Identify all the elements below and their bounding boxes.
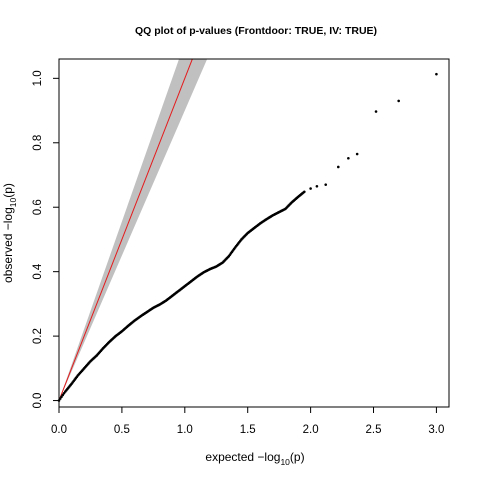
x-axis-label: expected −log10(p) <box>205 450 304 467</box>
y-axis: 0.0 0.2 0.4 0.6 0.8 1.0 <box>32 70 59 409</box>
x-tick-label: 3.0 <box>428 424 444 436</box>
plot-frame <box>58 58 450 408</box>
data-point <box>324 183 328 186</box>
data-point <box>315 184 319 188</box>
x-tick-label: 1.5 <box>240 424 256 436</box>
x-tick-label: 0.5 <box>114 424 130 436</box>
y-axis-label-suffix: (p) <box>1 183 15 198</box>
diagonal-reference-line <box>59 59 193 401</box>
y-tick-label: 0.4 <box>32 263 44 280</box>
data-point <box>374 110 378 113</box>
y-tick-label: 0.0 <box>32 393 44 409</box>
y-tick-label: 0.2 <box>32 328 44 344</box>
y-axis-label-prefix: observed −log <box>1 207 15 283</box>
data-point <box>347 156 350 160</box>
y-tick-label: 1.0 <box>32 70 44 86</box>
data-point <box>397 99 400 103</box>
y-axis-label: observed −log10(p) <box>1 183 18 283</box>
data-points-layer <box>57 72 438 402</box>
x-axis-label-suffix: (p) <box>290 450 305 464</box>
data-point <box>435 72 438 76</box>
x-axis-label-prefix: expected −log <box>205 450 280 464</box>
x-tick-label: 1.0 <box>177 424 193 436</box>
x-tick-label: 0.0 <box>51 424 67 436</box>
data-point <box>336 165 340 169</box>
y-tick-label: 0.8 <box>32 135 44 151</box>
chart-title: QQ plot of p-values (Frontdoor: TRUE, IV… <box>135 25 377 37</box>
data-point <box>309 187 312 190</box>
x-axis-label-subscript: 10 <box>280 457 290 467</box>
x-axis: 0.0 0.5 1.0 1.5 2.0 2.5 3.0 <box>51 407 444 436</box>
data-point <box>355 152 359 156</box>
x-tick-label: 2.0 <box>303 424 319 436</box>
data-point <box>58 397 62 400</box>
data-point <box>303 190 306 194</box>
confidence-band <box>59 59 208 401</box>
x-tick-label: 2.5 <box>366 424 382 436</box>
confidence-band-layer <box>59 59 208 401</box>
diagonal-line-layer <box>59 59 193 401</box>
y-axis-label-subscript: 10 <box>8 197 18 207</box>
y-tick-label: 0.6 <box>32 199 44 215</box>
